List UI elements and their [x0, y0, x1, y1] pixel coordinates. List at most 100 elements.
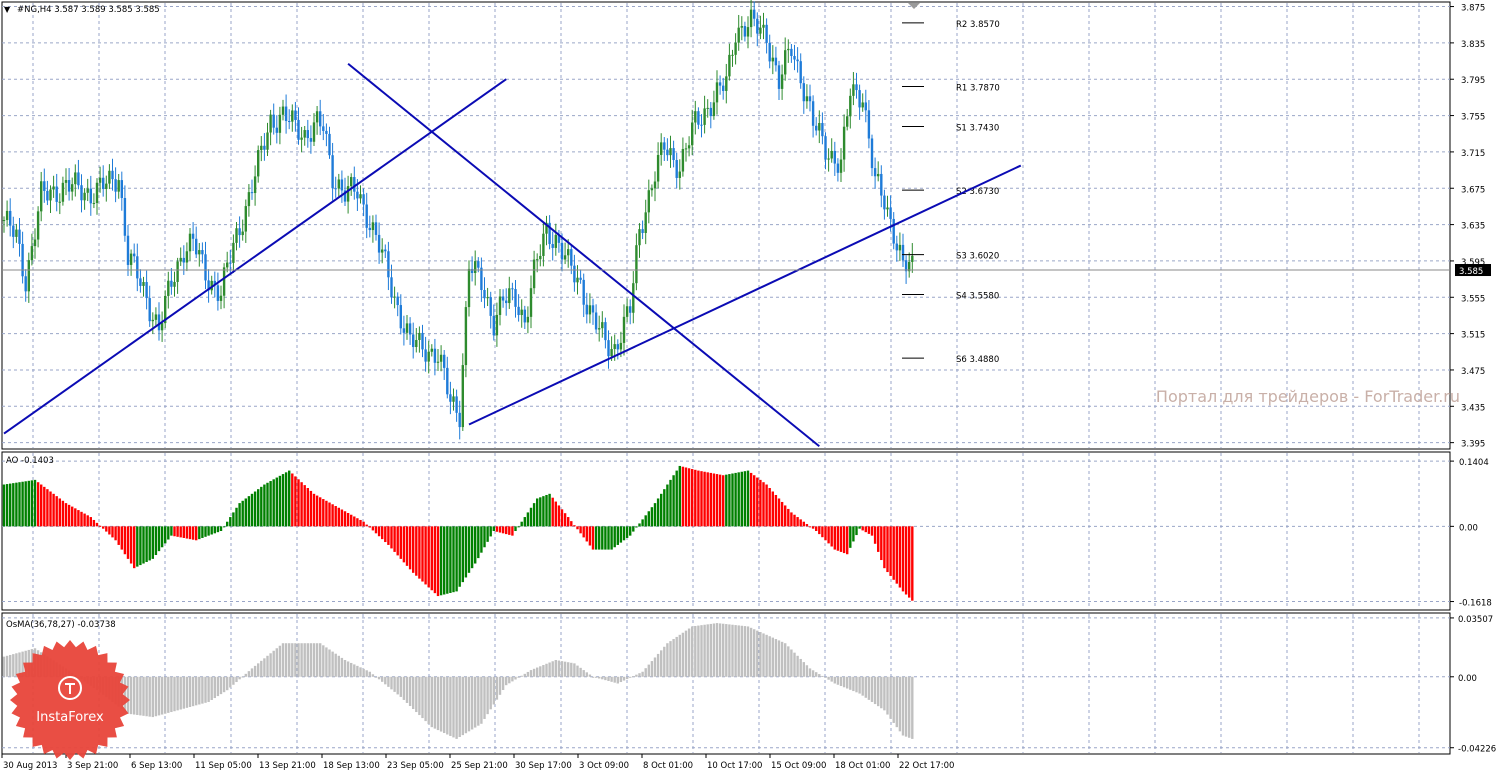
ao-bar [718, 474, 722, 527]
osma-bar [418, 676, 421, 716]
candle-body [436, 361, 440, 363]
osma-bar [424, 676, 427, 722]
osma-bar [288, 643, 291, 677]
osma-bar [898, 676, 902, 732]
candle-body [182, 257, 185, 263]
ao-bar [591, 526, 595, 550]
price-tick-label: 3.475 [1461, 367, 1485, 377]
ao-bar [436, 526, 440, 597]
osma-bar [191, 676, 195, 707]
chart-menu-icon[interactable]: ▼ [4, 5, 11, 14]
osma-bar [492, 676, 495, 705]
osma-bar [585, 672, 588, 677]
ao-bar [687, 468, 691, 527]
osma-bar [613, 676, 616, 683]
candle-body [188, 233, 192, 252]
candle-body [529, 288, 533, 317]
osma-bar [269, 653, 272, 677]
candle-body [263, 145, 266, 150]
osma-bar [356, 665, 359, 677]
ao-bar [551, 497, 554, 527]
osma-bar [808, 668, 812, 677]
candle-body [855, 84, 858, 91]
ao-bar [275, 477, 278, 527]
candle-body [275, 127, 278, 133]
candle-body [573, 265, 576, 283]
osma-bar [644, 668, 647, 677]
candle-body [759, 27, 762, 34]
candle-body [384, 249, 387, 252]
candle-body [117, 180, 120, 192]
osma-bar [167, 676, 170, 713]
candle-body [421, 332, 424, 350]
candle-body [520, 309, 523, 316]
ao-bar [830, 526, 833, 547]
candle-body [322, 126, 325, 131]
ao-bar [532, 503, 536, 527]
ao-bar [768, 488, 771, 527]
osma-bar [663, 646, 666, 677]
candle-body [356, 191, 359, 199]
osma-bar [272, 650, 275, 677]
candle-body [846, 116, 849, 127]
candle-body [229, 262, 232, 264]
candle-body [591, 305, 595, 313]
osma-bar [222, 676, 226, 693]
ao-bar [734, 472, 737, 527]
candle-body [198, 250, 201, 255]
candle-body [815, 125, 818, 131]
ao-bar [731, 473, 734, 527]
candle-body [396, 296, 399, 306]
candle-body [616, 344, 619, 350]
candle-body [381, 249, 384, 253]
candle-body [297, 119, 300, 140]
ao-bar [570, 521, 573, 527]
ao-bar [52, 493, 55, 527]
osma-bar [374, 676, 378, 678]
ao-bar [241, 500, 244, 527]
candle-body [306, 130, 309, 139]
candle-body [725, 76, 728, 91]
osma-bar [864, 676, 867, 698]
candle-body [312, 122, 316, 142]
osma-bar [18, 652, 21, 677]
candle-body [836, 163, 840, 173]
candle-body [811, 101, 815, 126]
price-tick-label: 3.555 [1461, 294, 1485, 304]
candle-body [36, 211, 40, 240]
ao-bar [244, 498, 247, 527]
time-tick-label: 6 Sep 13:00 [131, 761, 182, 771]
osma-bar [545, 663, 548, 677]
candle-body [334, 188, 337, 190]
osma-bar [672, 639, 675, 677]
candle-body [89, 188, 92, 204]
candle-body [774, 57, 778, 66]
candle-body [284, 106, 288, 122]
candle-body [160, 323, 164, 331]
ao-bar [759, 479, 762, 527]
osma-bar [195, 676, 198, 706]
ao-bar [350, 514, 353, 527]
candle-body [539, 255, 542, 260]
osma-bar [343, 660, 347, 677]
candle-body [833, 150, 836, 164]
candle-body [827, 158, 830, 160]
osma-bar [312, 643, 316, 677]
candle-body [687, 145, 691, 149]
price-tick-label: 3.635 [1461, 222, 1485, 232]
candle-body [883, 195, 886, 210]
ao-bar [151, 526, 154, 559]
price-tick-label: 3.675 [1461, 185, 1485, 195]
osma-bar [232, 676, 235, 685]
ao-bar [278, 475, 282, 527]
ao-bar [470, 526, 474, 569]
candle-body [796, 59, 799, 62]
ao-bar [790, 512, 793, 527]
ao-bar [594, 526, 598, 550]
candle-body [288, 121, 291, 123]
ao-bar [489, 526, 492, 537]
ao-bar [371, 526, 375, 531]
osma-bar [539, 666, 542, 677]
osma-bar [632, 676, 635, 678]
